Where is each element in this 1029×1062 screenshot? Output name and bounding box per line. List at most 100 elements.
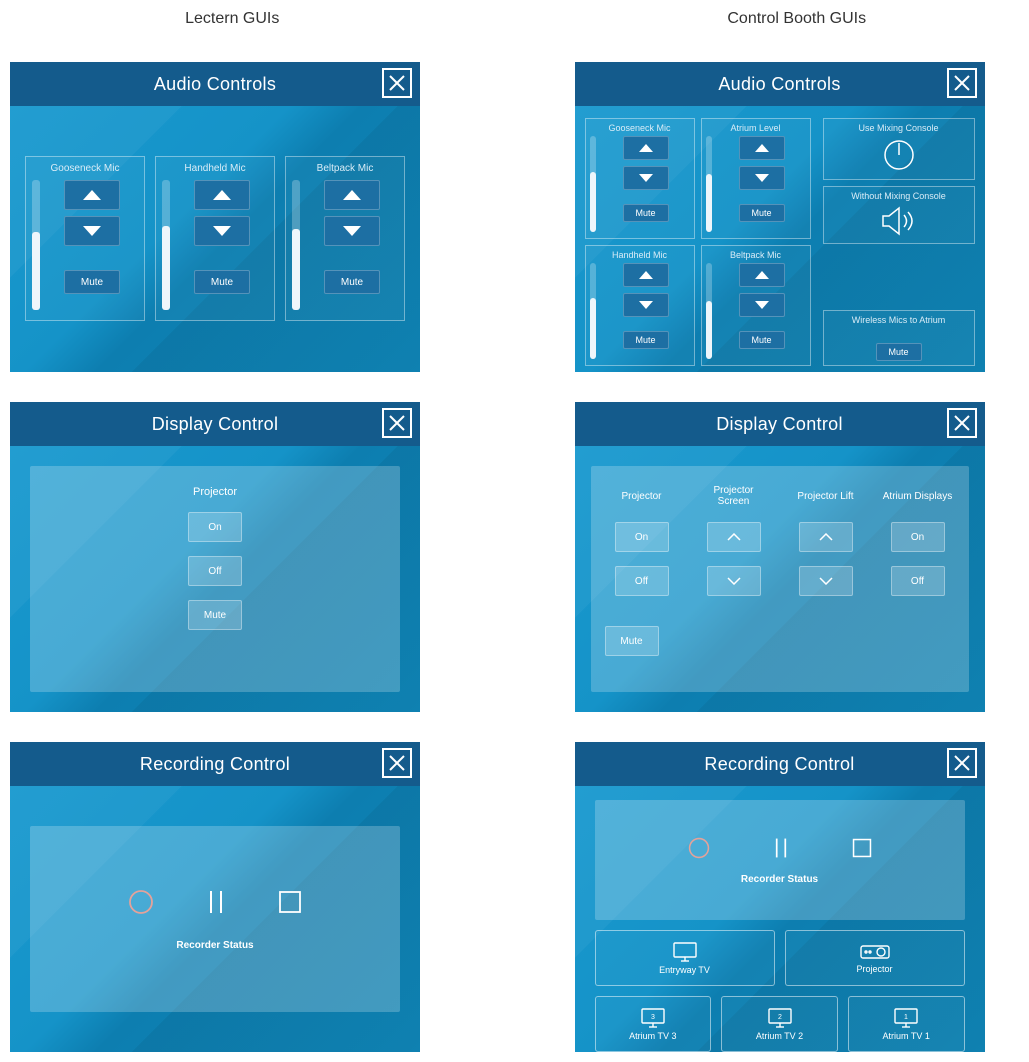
atrium-off-button[interactable]: Off (891, 566, 945, 596)
mute-button[interactable]: Mute (623, 331, 669, 349)
projector-label: Projector (193, 486, 237, 498)
projector-on-button[interactable]: On (188, 512, 242, 542)
mic-label: Handheld Mic (590, 250, 690, 260)
triangle-up-icon (343, 190, 361, 200)
destination-atrium-tv-3[interactable]: 3 Atrium TV 3 (595, 996, 712, 1052)
close-icon (387, 753, 407, 773)
monitor-icon: 3 (639, 1007, 667, 1029)
volume-down-button[interactable] (623, 166, 669, 190)
record-button[interactable] (127, 888, 155, 916)
volume-up-button[interactable] (194, 180, 250, 210)
svg-text:2: 2 (778, 1014, 782, 1021)
mic-label: Gooseneck Mic (590, 123, 690, 133)
chevron-down-icon (727, 577, 741, 585)
pause-button[interactable] (771, 836, 791, 860)
mute-button[interactable]: Mute (194, 270, 250, 294)
lift-down-button[interactable] (799, 566, 853, 596)
mute-button[interactable]: Mute (324, 270, 380, 294)
volume-up-button[interactable] (324, 180, 380, 210)
close-button[interactable] (947, 68, 977, 98)
panel-title: Audio Controls (718, 74, 840, 95)
projector-on-button[interactable]: On (615, 522, 669, 552)
close-button[interactable] (382, 68, 412, 98)
volume-up-button[interactable] (739, 263, 785, 287)
booth-display-panel: Display Control Projector Projector Scre… (575, 402, 985, 712)
screen-down-button[interactable] (707, 566, 761, 596)
knob-icon (881, 137, 917, 173)
stop-button[interactable] (851, 837, 873, 859)
close-icon (952, 753, 972, 773)
pause-button[interactable] (205, 888, 227, 916)
panel-title: Display Control (152, 414, 279, 435)
mute-button[interactable]: Mute (64, 270, 120, 294)
mic-channel: Handheld Mic Mute (155, 156, 275, 321)
mic-channel: Beltpack Mic Mute (701, 245, 811, 366)
booth-recording-panel: Recording Control Recorder St (575, 742, 985, 1052)
level-meter (162, 180, 170, 310)
destination-label: Atrium TV 3 (629, 1031, 676, 1041)
wireless-label: Wireless Mics to Atrium (852, 315, 946, 325)
mic-channel: Gooseneck Mic Mute (585, 118, 695, 239)
volume-down-button[interactable] (64, 216, 120, 246)
triangle-down-icon (639, 301, 653, 309)
record-button[interactable] (687, 836, 711, 860)
triangle-up-icon (639, 144, 653, 152)
monitor-icon (671, 941, 699, 963)
recorder-status-label: Recorder Status (176, 940, 253, 951)
use-mixing-label: Use Mixing Console (858, 123, 938, 133)
stop-icon (851, 837, 873, 859)
volume-down-button[interactable] (739, 293, 785, 317)
stop-icon (277, 889, 303, 915)
volume-down-button[interactable] (739, 166, 785, 190)
stop-button[interactable] (277, 889, 303, 915)
lift-up-button[interactable] (799, 522, 853, 552)
without-mixing-label: Without Mixing Console (851, 191, 946, 201)
mic-channel: Handheld Mic Mute (585, 245, 695, 366)
destination-entryway-tv[interactable]: Entryway TV (595, 930, 775, 986)
screen-up-button[interactable] (707, 522, 761, 552)
mute-button[interactable]: Mute (739, 204, 785, 222)
projector-icon (859, 942, 891, 962)
close-icon (952, 413, 972, 433)
projector-off-button[interactable]: Off (188, 556, 242, 586)
projector-off-button[interactable]: Off (615, 566, 669, 596)
close-icon (387, 73, 407, 93)
monitor-icon: 1 (892, 1007, 920, 1029)
mute-button[interactable]: Mute (623, 204, 669, 222)
column-header-booth: Control Booth GUIs (575, 10, 1020, 28)
close-button[interactable] (382, 408, 412, 438)
destination-atrium-tv-2[interactable]: 2Atrium TV 2 (721, 996, 838, 1052)
wireless-mute-button[interactable]: Mute (876, 343, 922, 361)
panel-title: Recording Control (704, 754, 854, 775)
chevron-up-icon (819, 533, 833, 541)
volume-up-button[interactable] (623, 136, 669, 160)
monitor-icon: 2 (766, 1007, 794, 1029)
triangle-up-icon (639, 271, 653, 279)
level-meter (590, 136, 596, 232)
triangle-down-icon (755, 301, 769, 309)
mic-channel: Atrium Level Mute (701, 118, 811, 239)
volume-down-button[interactable] (324, 216, 380, 246)
close-button[interactable] (382, 748, 412, 778)
triangle-up-icon (213, 190, 231, 200)
destination-projector[interactable]: Projector (785, 930, 965, 986)
volume-up-button[interactable] (623, 263, 669, 287)
level-meter (32, 180, 40, 310)
destination-atrium-tv-1[interactable]: 1Atrium TV 1 (848, 996, 965, 1052)
without-mixing-console-box[interactable]: Without Mixing Console (823, 186, 975, 244)
close-button[interactable] (947, 408, 977, 438)
close-button[interactable] (947, 748, 977, 778)
volume-down-button[interactable] (623, 293, 669, 317)
projector-mute-button[interactable]: Mute (188, 600, 242, 630)
volume-up-button[interactable] (64, 180, 120, 210)
volume-down-button[interactable] (194, 216, 250, 246)
volume-up-button[interactable] (739, 136, 785, 160)
booth-audio-panel: Audio Controls Gooseneck Mic Mute Atrium… (575, 62, 985, 372)
mute-button[interactable]: Mute (739, 331, 785, 349)
destination-label: Projector (856, 964, 892, 974)
display-mute-button[interactable]: Mute (605, 626, 659, 656)
booth-display-card: Projector Projector Screen Projector Lif… (591, 466, 969, 692)
use-mixing-console-box[interactable]: Use Mixing Console (823, 118, 975, 180)
atrium-on-button[interactable]: On (891, 522, 945, 552)
lectern-recording-panel: Recording Control Recorder St (10, 742, 420, 1052)
